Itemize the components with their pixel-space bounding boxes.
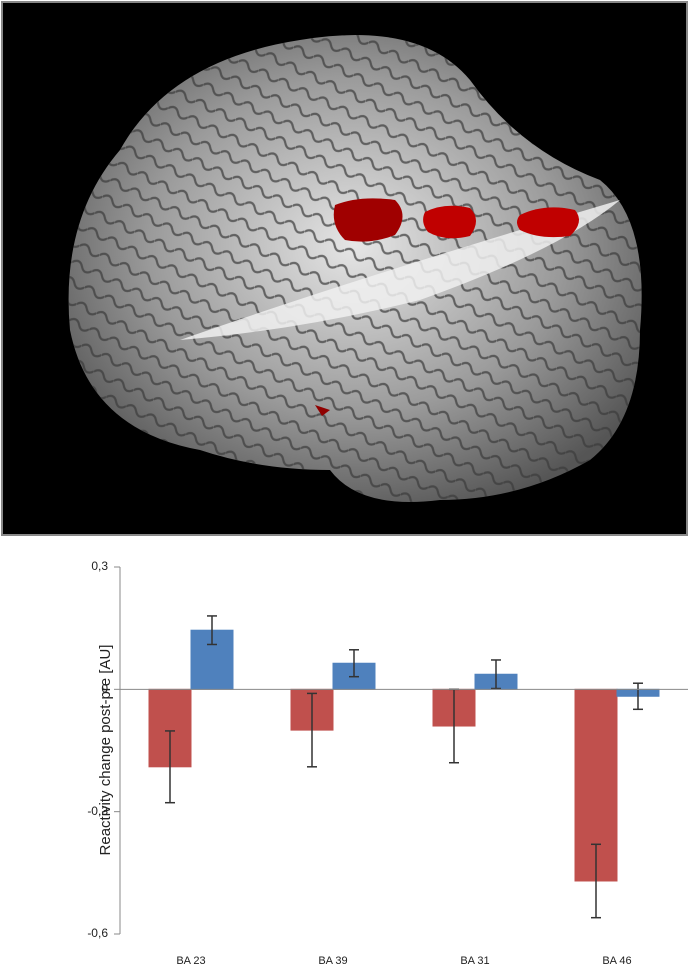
- y-tick-label: 0,3: [91, 559, 108, 573]
- x-tick-label: BA 46: [602, 955, 631, 967]
- x-tick-label: BA 39: [318, 955, 347, 967]
- error-bar: [207, 615, 217, 646]
- y-tick-label: -0,6: [87, 926, 108, 940]
- error-bar: [491, 659, 501, 690]
- x-tick-label: BA 31: [460, 955, 489, 967]
- error-bar: [591, 843, 601, 919]
- y-tick-label: -0,3: [87, 804, 108, 818]
- error-bar: [349, 649, 359, 678]
- error-bar: [165, 730, 175, 804]
- brain-image: [1, 1, 688, 536]
- error-bar: [307, 692, 317, 768]
- x-tick-label: BA 23: [176, 955, 205, 967]
- error-bar: [633, 682, 643, 711]
- y-tick-label: 0: [101, 682, 108, 696]
- y-axis-label: Reactivity change post-pre [AU]: [97, 645, 114, 856]
